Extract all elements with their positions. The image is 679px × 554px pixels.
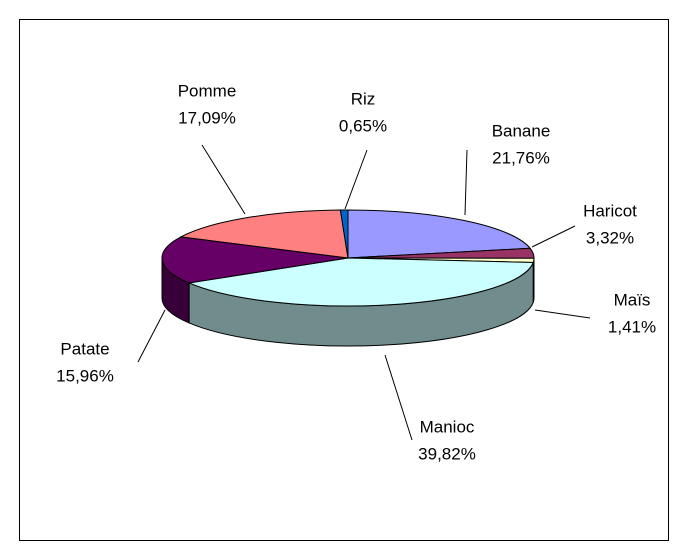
slice-label: Manioc [420,417,475,436]
leader-line [344,149,368,210]
slice-value-label: 15,96% [56,366,114,385]
pie-slice [179,209,349,259]
slice-value-label: 3,32% [586,228,634,247]
slice-label: Maïs [614,290,651,309]
slice-label: Patate [60,339,109,358]
leader-line [137,309,166,363]
pie-slice [339,209,349,259]
leader-line [531,225,576,248]
pie-slice [187,257,534,307]
slice-value-label: 0,65% [339,116,387,135]
slice-label: Pomme [178,81,237,100]
slice-label: Haricot [583,201,637,220]
pie-slice [347,209,532,259]
slice-value-label: 17,09% [178,108,236,127]
slice-value-label: 39,82% [418,444,476,463]
slice-label: Banane [492,121,551,140]
leader-line [534,309,591,319]
slice-value-label: 1,41% [608,317,656,336]
leader-line [201,144,246,215]
slice-label: Riz [351,89,376,108]
leader-line [464,149,468,216]
pie-slice [161,236,349,284]
leader-line [384,354,413,441]
slice-value-label: 21,76% [492,148,550,167]
